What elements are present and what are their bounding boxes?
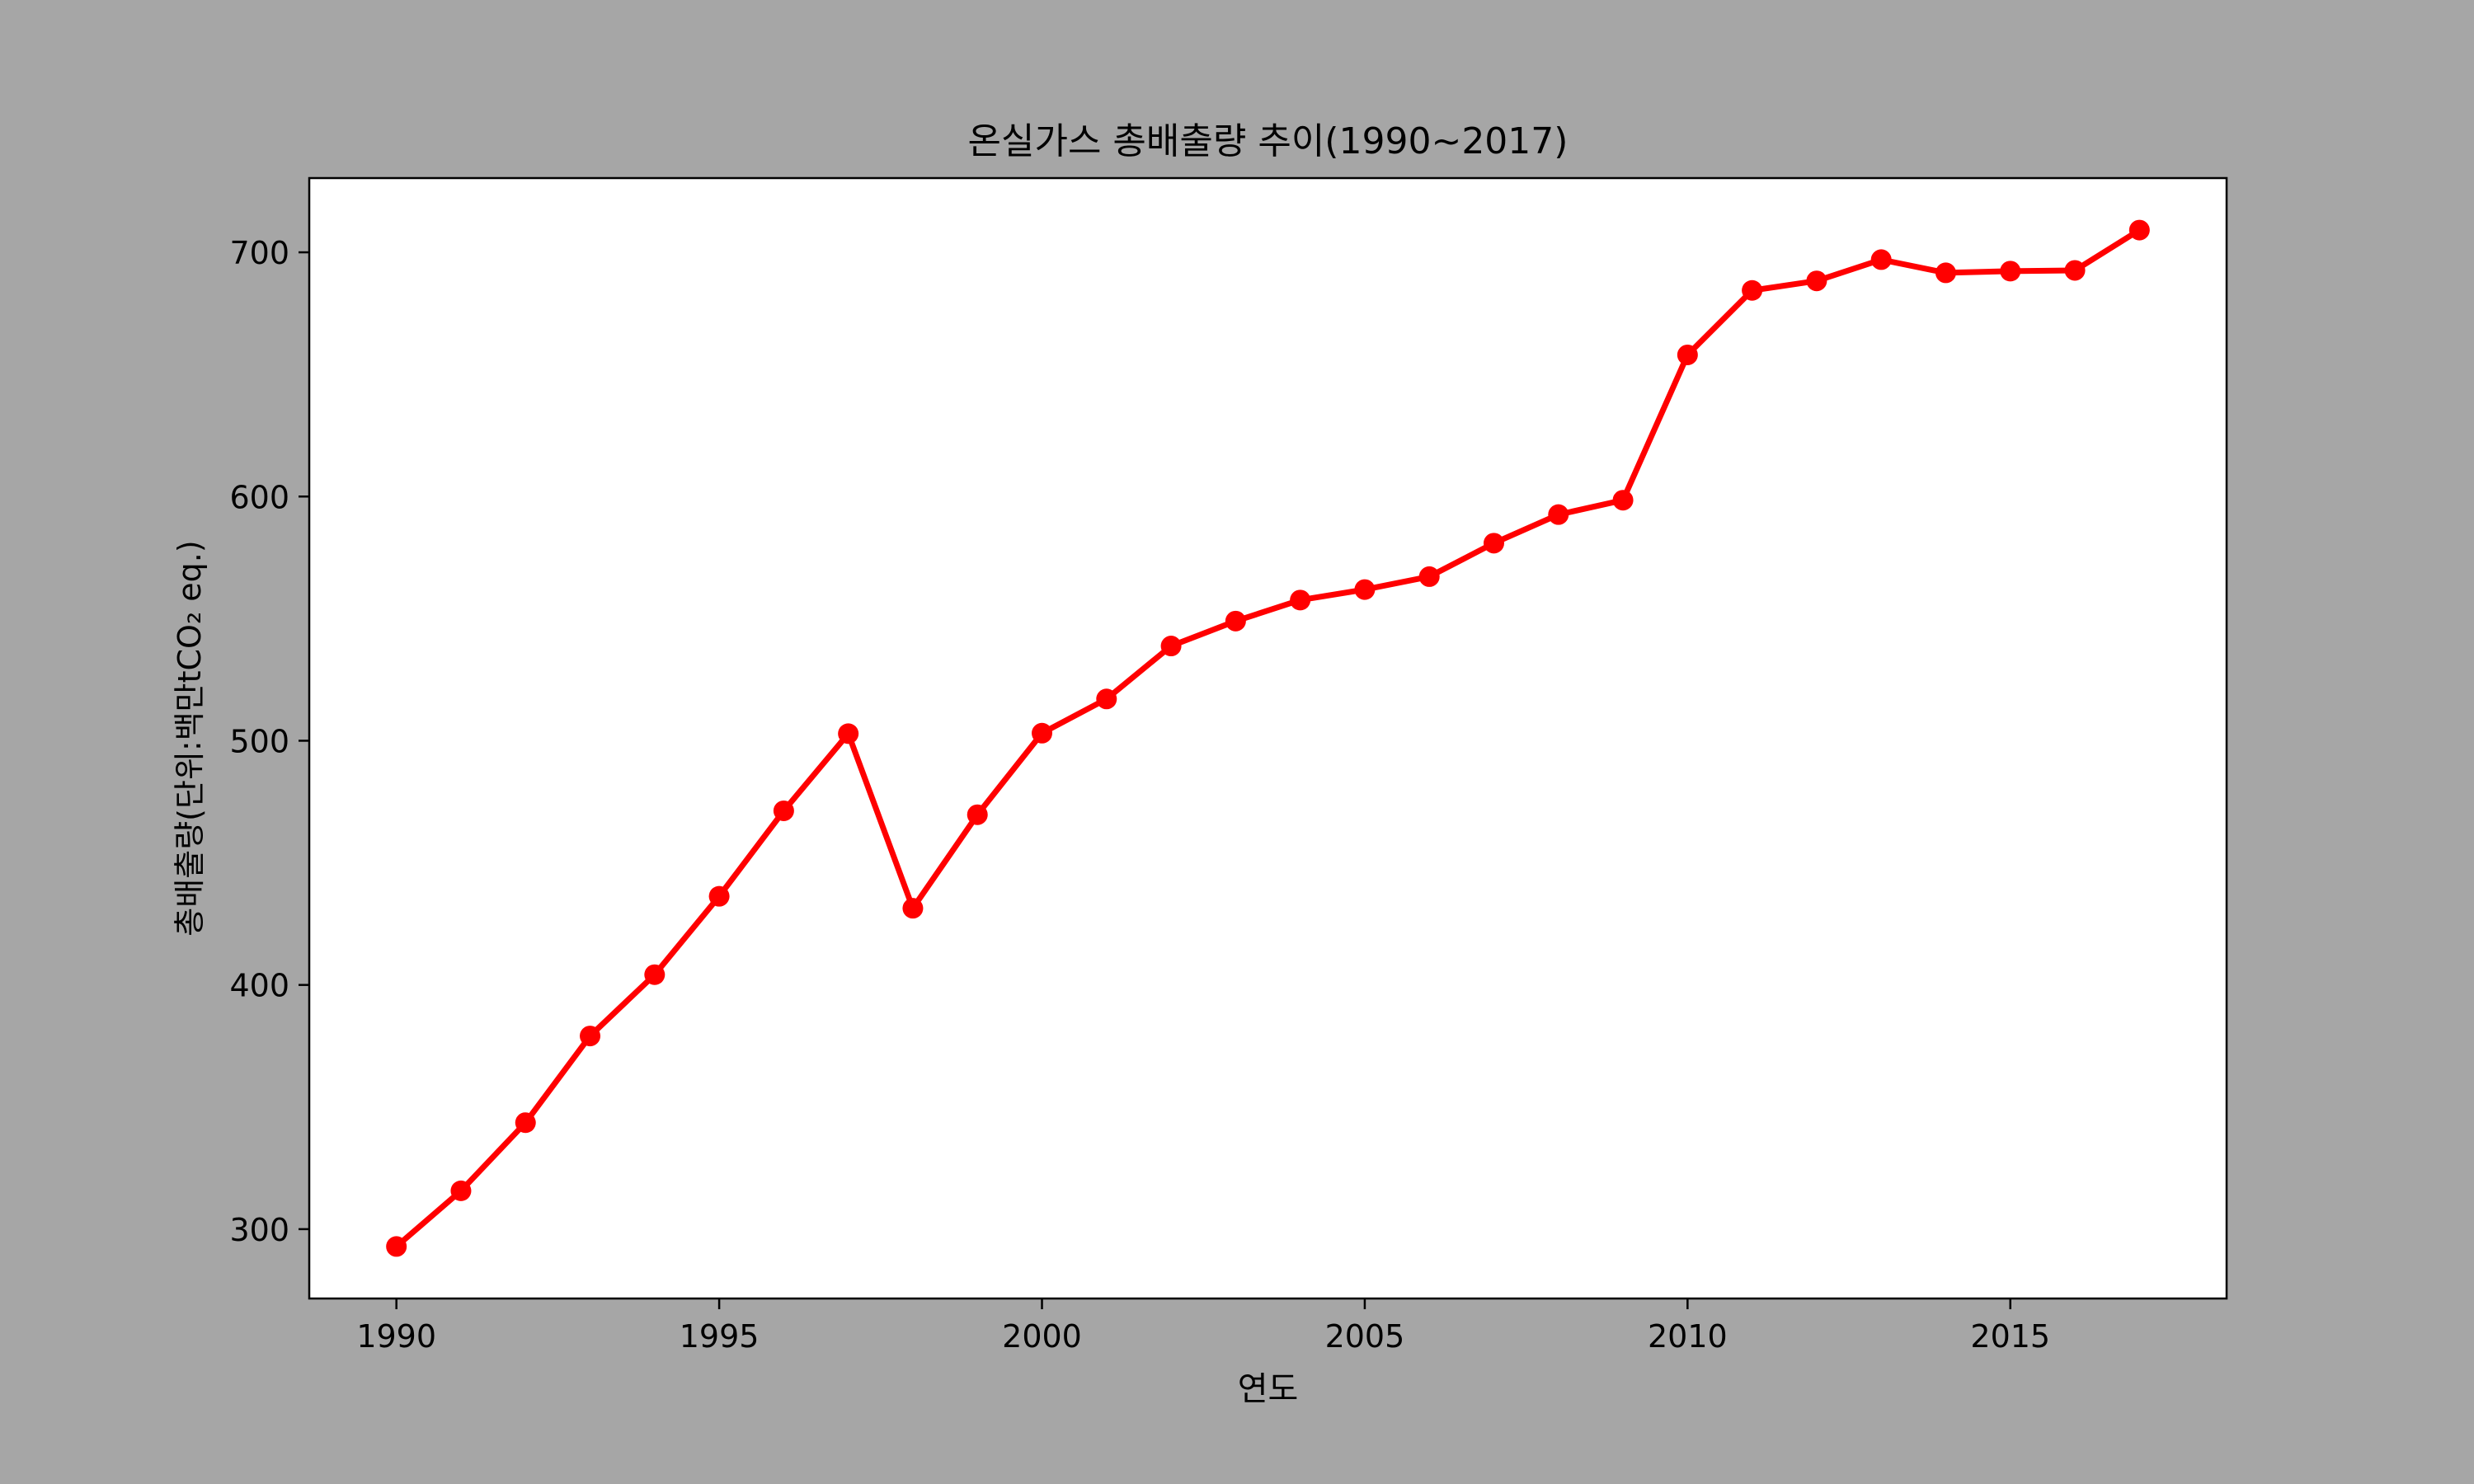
data-point [2000,261,2021,282]
data-point [708,885,730,907]
data-point [773,800,794,821]
data-point [580,1026,601,1047]
data-point [1160,636,1182,657]
data-point [1290,589,1311,611]
data-point [1870,249,1892,270]
data-point [515,1112,536,1134]
x-axis-label: 연도 [1238,1370,1299,1408]
data-point [2128,219,2150,241]
data-point [1806,270,1827,292]
data-point [838,723,859,744]
y-tick-label: 400 [229,968,289,1004]
y-axis-ticks: 300 400 500 600 700 [229,235,309,1248]
data-point [1677,344,1698,365]
y-tick-label: 300 [229,1212,289,1248]
data-point [644,964,666,985]
y-axis-label: 총배출량(단위:백만tCO₂ eq.) [172,540,208,936]
x-axis-ticks: 1990 1995 2000 2005 2010 2015 [356,1298,2050,1355]
y-tick-label: 600 [229,479,289,515]
y-tick-label: 700 [229,235,289,271]
chart-title: 온실가스 총배출량 추이(1990~2017) [968,120,1569,162]
data-point [386,1236,407,1257]
y-tick-label: 500 [229,723,289,759]
data-point [1418,566,1440,587]
data-point [450,1180,472,1201]
data-point [1935,262,1956,284]
series-line [393,227,2142,1250]
data-point [1032,722,1053,744]
data-point [1483,533,1504,554]
x-tick-label: 1990 [356,1318,436,1355]
series-layer [386,219,2150,1257]
x-tick-label: 2010 [1648,1318,1728,1355]
data-point [2064,260,2086,281]
data-point [902,898,924,919]
x-tick-label: 1995 [680,1318,760,1355]
data-point [1742,279,1763,301]
data-point [1096,688,1117,710]
x-tick-label: 2000 [1002,1318,1082,1355]
plot-area [309,178,2227,1298]
data-point [967,804,988,825]
x-tick-label: 2015 [1970,1318,2050,1355]
x-tick-label: 2005 [1325,1318,1405,1355]
data-point [1548,504,1569,525]
data-point [1612,490,1634,511]
data-point [1354,579,1376,600]
data-point [1225,610,1246,632]
plot-frame [308,176,2228,1300]
